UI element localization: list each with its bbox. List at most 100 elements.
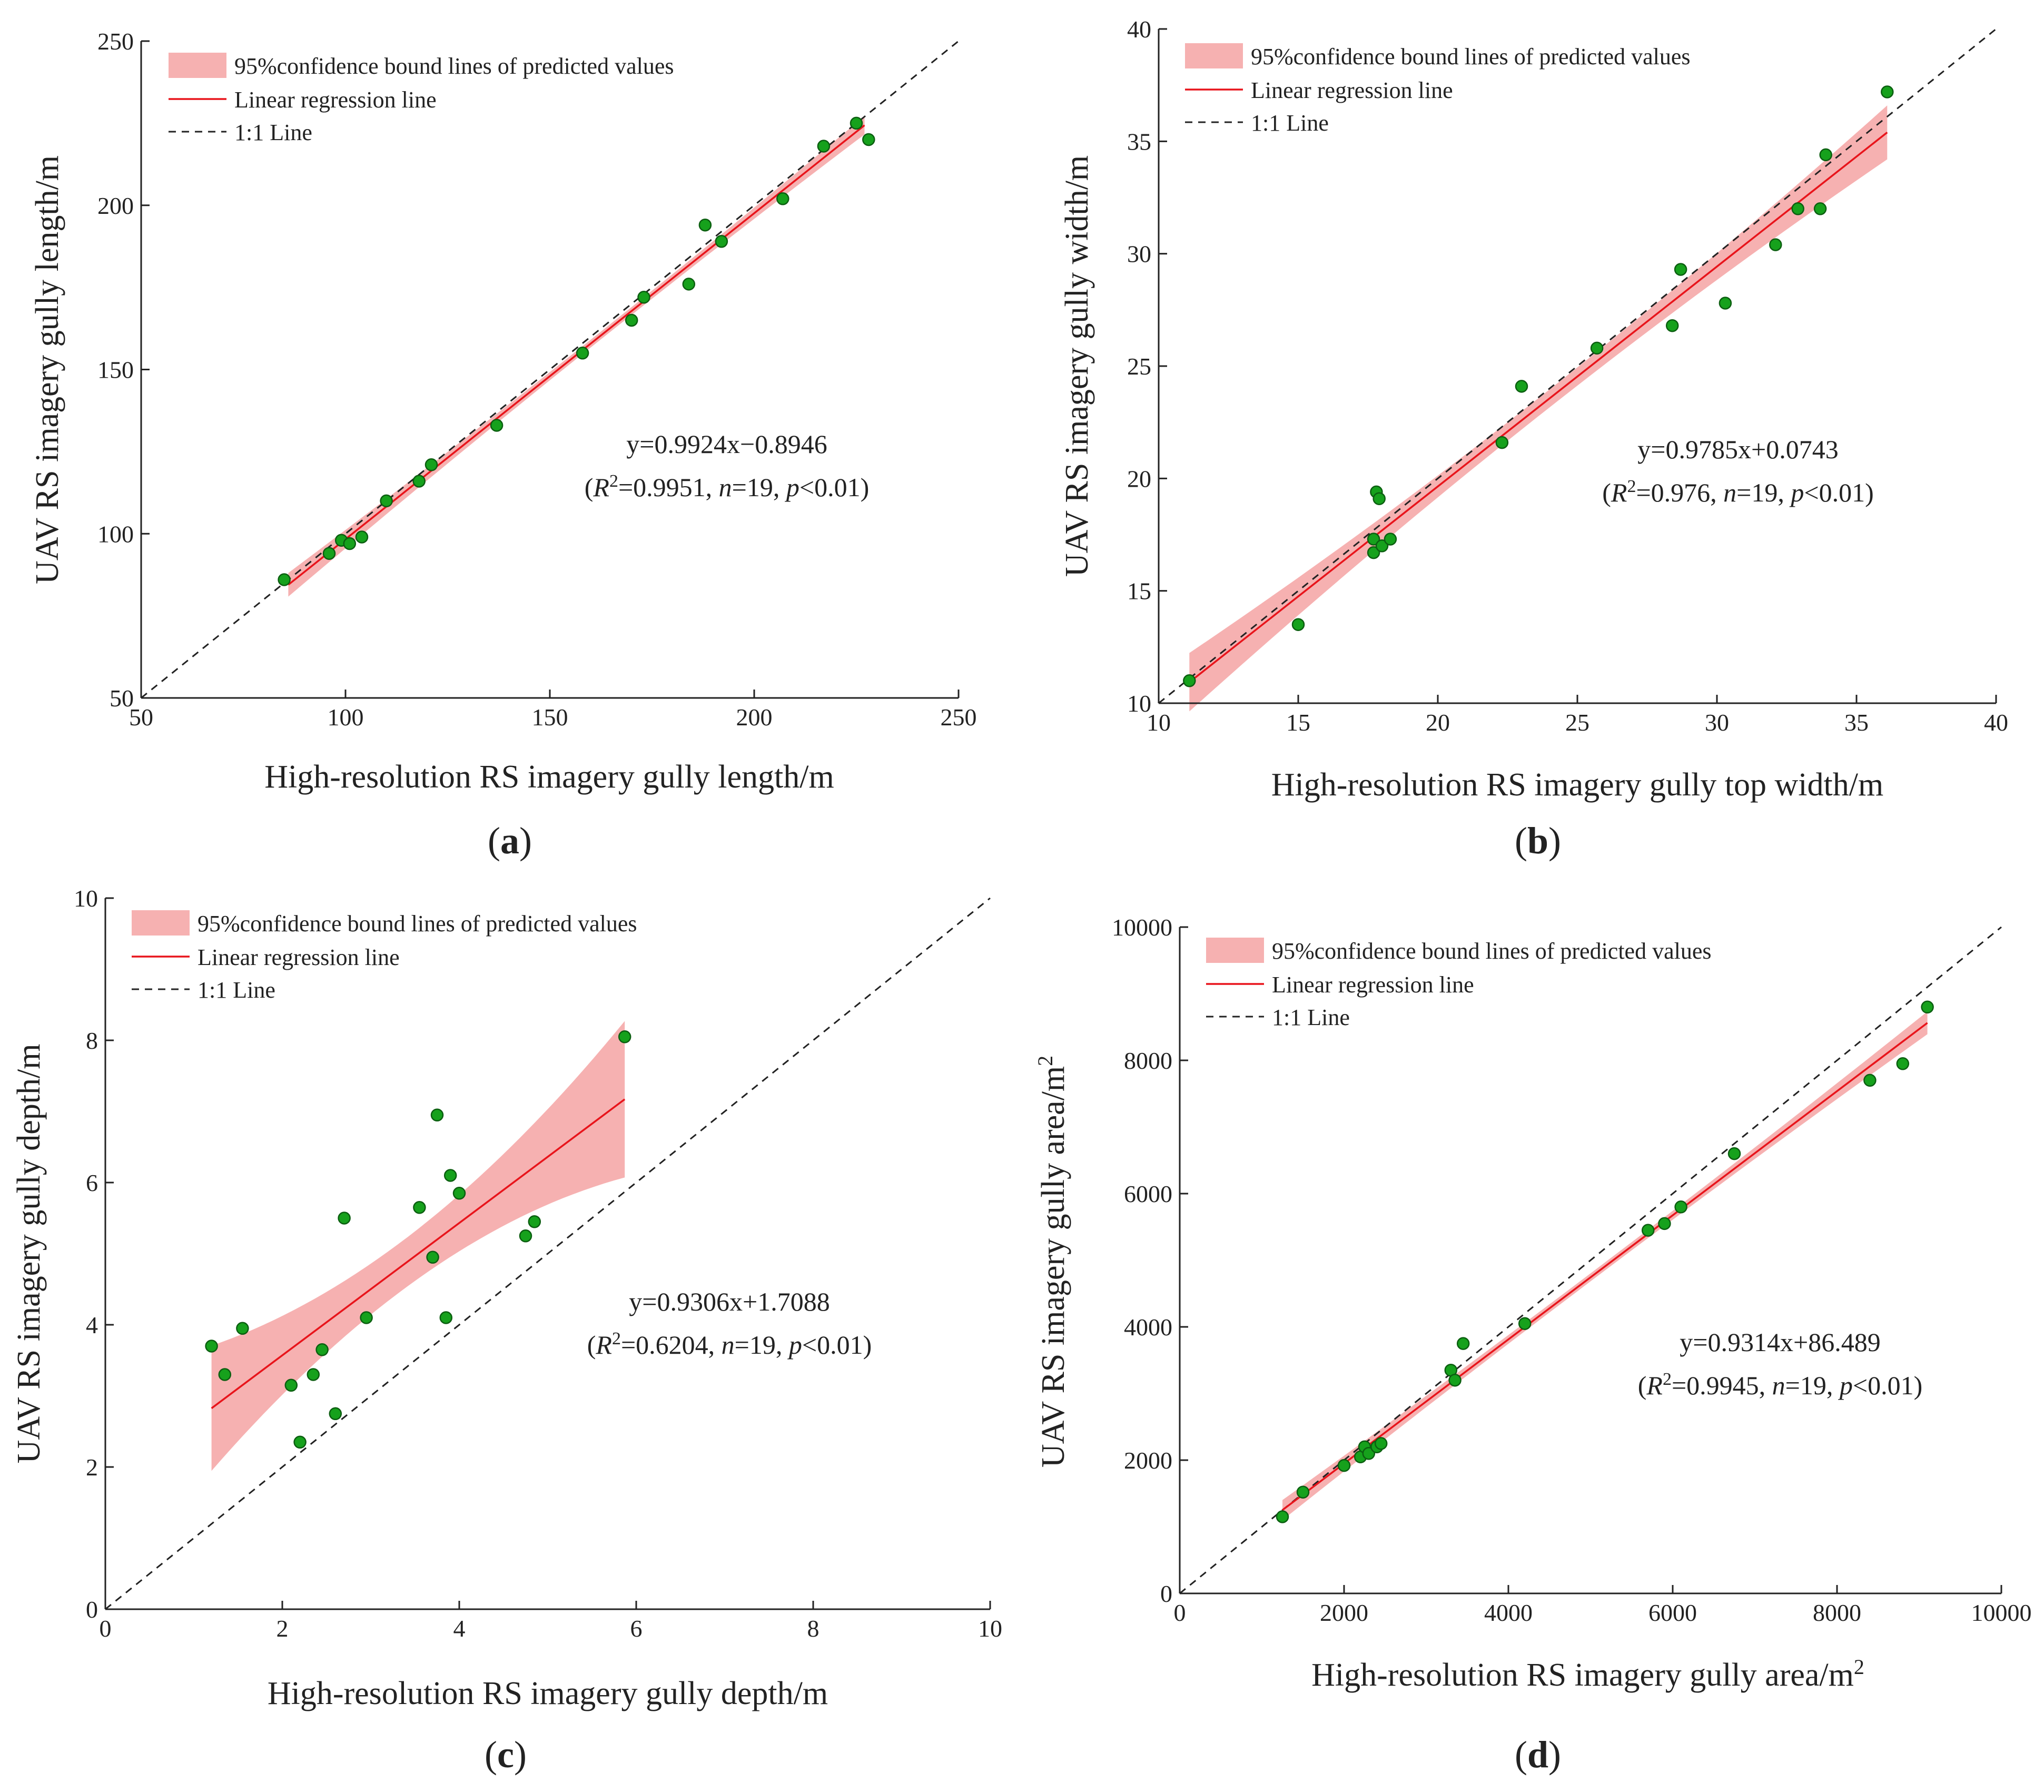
legend-band-swatch: [1185, 43, 1243, 68]
data-point: [698, 218, 712, 232]
y-tick-label: 2: [86, 1454, 98, 1481]
data-point: [360, 1311, 373, 1324]
y-tick-label: 250: [97, 28, 134, 55]
y-tick-label: 2000: [1124, 1447, 1172, 1474]
x-axis-title-text: High-resolution RS imagery gully length/…: [264, 759, 834, 795]
stat-paren: ): [1865, 478, 1874, 507]
stat-less: <: [1804, 478, 1819, 507]
stat-equals: =: [1785, 1371, 1800, 1400]
panel-label-paren: (: [485, 1734, 497, 1776]
n-value: 19: [1800, 1371, 1826, 1400]
y-tick-label: 6000: [1124, 1180, 1172, 1207]
x-tick-label: 8000: [1813, 1599, 1861, 1626]
data-point: [1296, 1485, 1310, 1499]
y-axis-title-text: UAV RS imagery gully length/m: [29, 155, 65, 584]
panel-label-paren: (: [488, 820, 500, 862]
regression-statistics: (R2=0.9951, n=19, p<0.01): [585, 471, 869, 503]
data-point: [424, 458, 438, 471]
data-point: [1881, 85, 1894, 99]
data-point: [1665, 319, 1679, 332]
panel-label-letter: c: [497, 1734, 514, 1776]
data-point: [1367, 533, 1380, 546]
legend-label: Linear regression line: [1272, 972, 1474, 998]
y-tick-label: 10: [74, 885, 98, 912]
one-to-one-line: [1158, 28, 1997, 704]
r2-exponent: 2: [609, 471, 618, 491]
y-axis-title: UAV RS imagery gully depth/m: [11, 1044, 47, 1464]
legend-label: 95%confidence bound lines of predicted v…: [1251, 44, 1691, 70]
data-point: [452, 1187, 466, 1200]
data-point: [205, 1340, 218, 1353]
data-point: [426, 1251, 439, 1264]
x-tick-label: 10: [978, 1615, 1002, 1642]
data-point: [439, 1311, 453, 1324]
panel-label-paren: ): [1548, 1734, 1561, 1776]
y-tick-label: 4000: [1124, 1314, 1172, 1341]
y-tick-label: 8000: [1124, 1047, 1172, 1074]
legend-label: Linear regression line: [1251, 77, 1453, 103]
panel-label: (c): [485, 1734, 527, 1776]
stat-sep: ,: [708, 1330, 722, 1360]
data-point: [1813, 202, 1827, 215]
data-point: [1921, 1000, 1934, 1014]
data-point: [1791, 202, 1804, 215]
data-point: [1896, 1057, 1910, 1070]
legend: 95%confidence bound lines of predicted v…: [169, 53, 674, 145]
data-point: [236, 1322, 249, 1335]
x-axis-title-text: High-resolution RS imagery gully top wid…: [1271, 767, 1883, 803]
regression-line: [1281, 1022, 1928, 1511]
data-point: [1337, 1459, 1351, 1472]
data-point: [850, 116, 863, 130]
y-axis-title-text: UAV RS imagery gully area/m: [1035, 1066, 1071, 1468]
chart-panel-b: 10 15 20 25 30 35 40 10 15 20 25 30 35 40 High-resolut…: [1059, 16, 2008, 862]
y-tick-label: 10000: [1112, 914, 1172, 941]
y-tick-label: 150: [97, 357, 134, 383]
y-tick-label: 8: [86, 1027, 98, 1054]
chart-panel-d: 0 2000 4000 6000 8000 10000 0 2000 4000 6000 8000 1…: [1033, 914, 2032, 1776]
data-point: [413, 1201, 426, 1214]
stat-equals: =: [1636, 478, 1651, 507]
r2-value: 0.9945: [1686, 1371, 1759, 1400]
r2-exponent: 2: [612, 1329, 621, 1348]
legend: 95%confidence bound lines of predicted v…: [1185, 43, 1691, 136]
n-symbol: n: [1723, 478, 1736, 507]
data-point: [817, 140, 831, 153]
x-tick-label: 0: [100, 1615, 112, 1642]
data-point: [1374, 1437, 1388, 1450]
p-value: 0.01: [1868, 1371, 1914, 1400]
data-point: [1515, 380, 1528, 393]
x-axis-title: High-resolution RS imagery gully length/…: [264, 759, 834, 795]
y-tick-label: 25: [1127, 353, 1151, 380]
x-tick-label: 150: [532, 704, 568, 731]
p-value: 0.01: [1819, 478, 1865, 507]
n-value: 19: [747, 472, 773, 502]
n-value: 19: [1751, 478, 1778, 507]
data-point: [343, 537, 357, 550]
data-point: [412, 475, 426, 488]
stat-equals: =: [1736, 478, 1751, 507]
legend-label: 95%confidence bound lines of predicted v…: [1272, 938, 1712, 964]
r2-symbol: R: [593, 472, 609, 502]
x-axis-title: High-resolution RS imagery gully top wid…: [1271, 767, 1883, 803]
regression-equation: y=0.9306x+1.7088: [629, 1287, 830, 1316]
stat-equals: =: [732, 472, 747, 502]
x-axis-title-text: High-resolution RS imagery gully depth/m: [268, 1676, 828, 1711]
x-tick-label: 100: [328, 704, 364, 731]
p-symbol: p: [1789, 478, 1804, 507]
p-symbol: p: [785, 472, 799, 502]
y-axis-title-superscript: 2: [1033, 1056, 1057, 1066]
x-tick-label: 6: [630, 1615, 643, 1642]
legend-label: 1:1 Line: [1251, 110, 1329, 136]
data-point: [284, 1379, 298, 1392]
legend-label: Linear regression line: [198, 944, 400, 970]
p-symbol: p: [1838, 1371, 1853, 1400]
regression-statistics: (R2=0.9945, n=19, p<0.01): [1638, 1370, 1922, 1401]
stat-paren: ): [861, 472, 870, 502]
data-point: [490, 419, 503, 432]
data-point: [776, 192, 789, 205]
data-point: [1590, 341, 1604, 355]
x-tick-label: 4000: [1484, 1599, 1533, 1626]
x-tick-label: 250: [941, 704, 977, 731]
y-tick-label: 4: [86, 1312, 98, 1338]
regression-statistics: (R2=0.976, n=19, p<0.01): [1602, 477, 1873, 508]
